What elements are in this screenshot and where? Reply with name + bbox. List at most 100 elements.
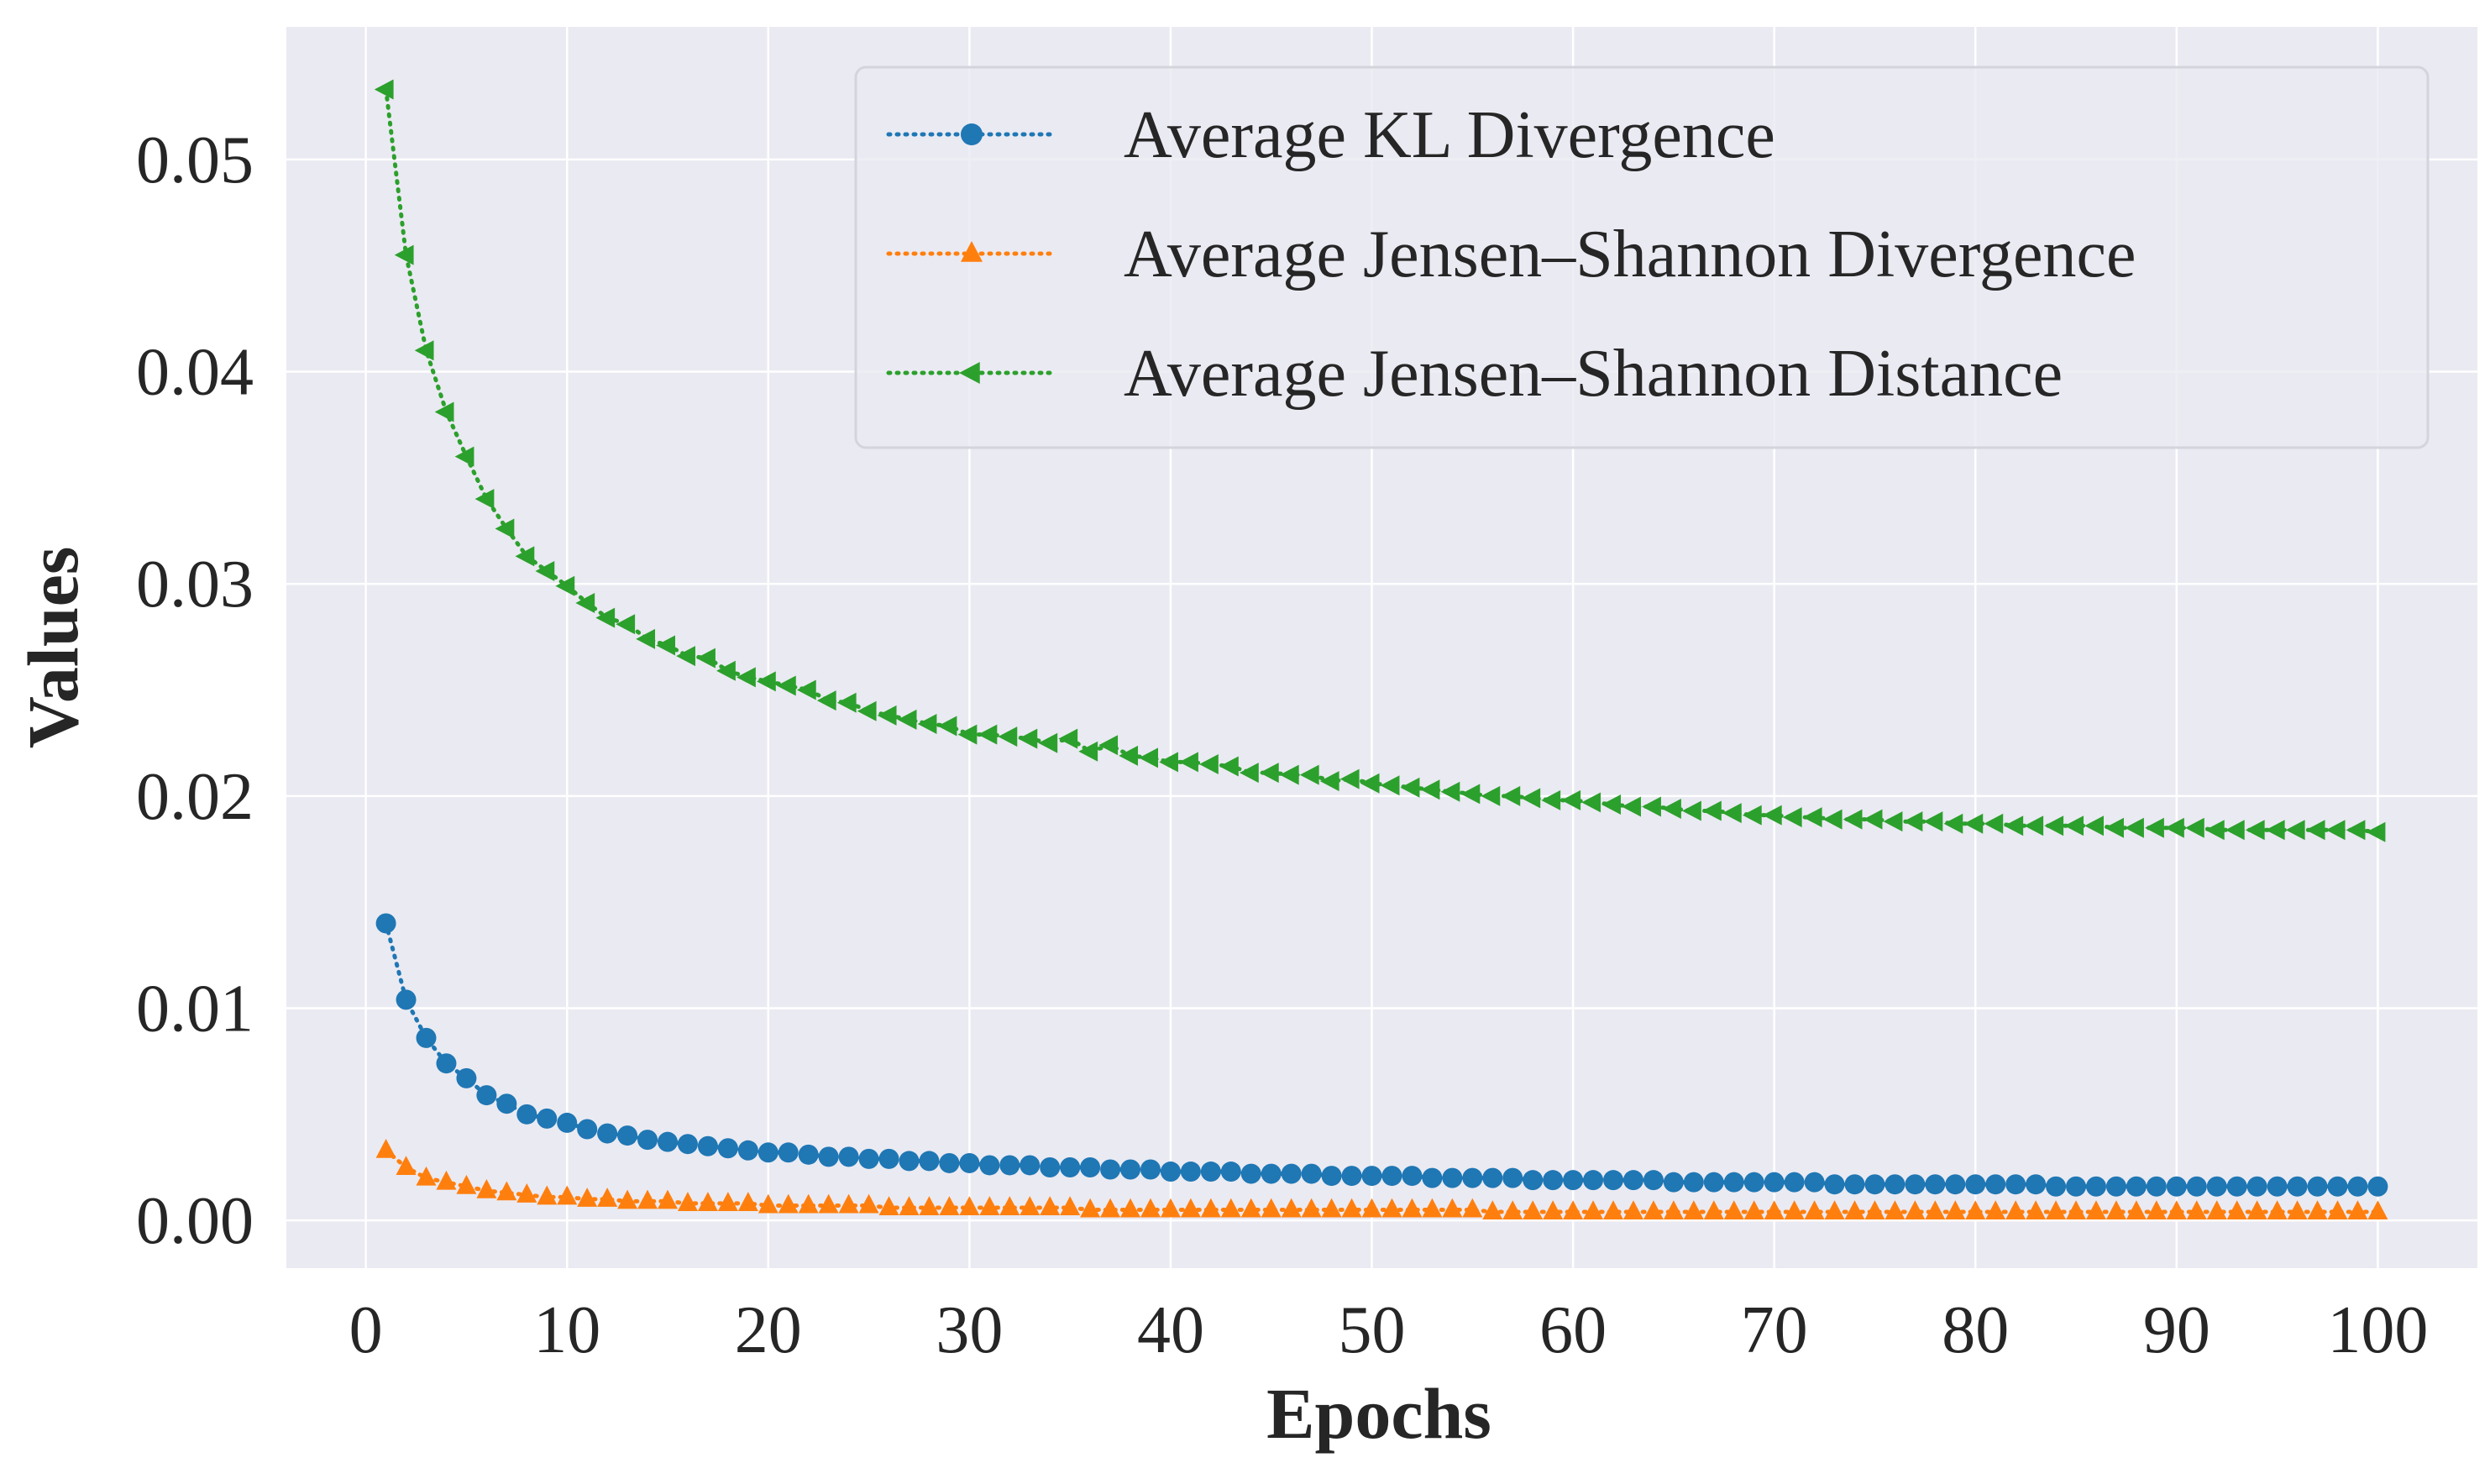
series-kl-divergence (375, 913, 2388, 1197)
legend-entry: Average Jensen–Shannon Divergence (886, 218, 2136, 291)
data-point (836, 692, 857, 713)
data-point (998, 726, 1018, 747)
data-point (474, 489, 495, 510)
data-point (1563, 1200, 1584, 1220)
data-point (2105, 817, 2124, 838)
data-point (1279, 764, 1299, 785)
data-point (1482, 1200, 1503, 1220)
data-point (637, 1130, 658, 1151)
data-point (1400, 777, 1420, 798)
data-point (878, 1148, 899, 1169)
legend-entry: Average Jensen–Shannon Distance (886, 337, 2063, 411)
data-point (1903, 811, 1923, 832)
data-point (1422, 1167, 1443, 1188)
data-point (2105, 1176, 2126, 1197)
data-point (637, 1189, 658, 1209)
x-tick-label: 0 (349, 1293, 383, 1367)
data-point (1402, 1166, 1423, 1187)
data-point (1543, 1170, 1564, 1191)
data-point (1440, 781, 1460, 802)
data-point (557, 1185, 578, 1205)
data-point (1883, 811, 1903, 832)
data-point (557, 1112, 578, 1133)
data-point (2146, 1200, 2167, 1220)
data-point (2347, 1200, 2368, 1220)
data-point (937, 716, 957, 737)
data-point (537, 1108, 558, 1129)
data-point (1905, 1200, 1926, 1220)
data-point (577, 1119, 598, 1140)
data-point (818, 1146, 839, 1167)
data-point (555, 575, 575, 596)
data-point (1020, 1196, 1041, 1215)
data-point (1100, 1198, 1121, 1218)
data-point (1743, 1172, 1764, 1193)
data-point (939, 1196, 960, 1215)
data-point (1199, 753, 1219, 774)
legend-label: Average Jensen–Shannon Distance (1124, 337, 2063, 411)
data-point (2166, 1176, 2187, 1197)
data-point (2125, 817, 2144, 838)
data-point (2287, 1176, 2308, 1197)
data-point (1501, 785, 1521, 806)
data-point (716, 660, 736, 681)
data-point (1140, 1159, 1161, 1180)
data-point (1462, 1198, 1483, 1218)
data-point (2245, 820, 2265, 841)
data-point (1060, 1196, 1081, 1215)
data-point (1923, 811, 1943, 832)
data-point (2105, 1200, 2126, 1220)
data-point (1804, 1172, 1825, 1193)
data-point (2044, 815, 2064, 836)
data-point (1945, 1200, 1966, 1220)
y-tick-label: 0.00 (136, 1184, 254, 1258)
data-point (1261, 1198, 1282, 1218)
data-point (1682, 800, 1701, 821)
data-point (1844, 1200, 1865, 1220)
data-point (1380, 775, 1400, 796)
data-point (1040, 1156, 1061, 1177)
data-point (515, 546, 535, 567)
data-point (1523, 1200, 1544, 1220)
data-point (416, 1166, 437, 1186)
data-point (1160, 1162, 1181, 1182)
data-point (575, 592, 595, 613)
series-js-divergence (375, 1138, 2388, 1220)
data-point (878, 1196, 899, 1215)
data-point (456, 1174, 477, 1194)
data-point (2307, 1200, 2328, 1220)
data-point (1020, 1155, 1041, 1176)
data-point (1341, 1198, 1362, 1218)
data-point (636, 628, 656, 649)
data-point (1120, 1198, 1141, 1218)
data-point (597, 1188, 618, 1207)
data-point (1764, 1200, 1785, 1220)
data-point (2287, 1200, 2308, 1220)
data-point (2325, 820, 2346, 841)
data-point (394, 244, 414, 265)
data-point (1460, 784, 1481, 805)
data-point (1863, 809, 1883, 830)
data-point (2064, 815, 2084, 836)
data-point (1622, 796, 1641, 817)
x-tick-label: 50 (1339, 1293, 1406, 1367)
data-point (778, 1193, 799, 1214)
data-point (957, 724, 978, 745)
data-point (2307, 1176, 2328, 1197)
data-point (1782, 807, 1802, 828)
x-tick-label: 30 (936, 1293, 1003, 1367)
data-point (1420, 779, 1440, 800)
data-point (2367, 1176, 2388, 1197)
data-point (2346, 820, 2366, 841)
data-point (434, 401, 454, 422)
data-point (1723, 1200, 1744, 1220)
data-point (2086, 1176, 2107, 1197)
data-point (2186, 1200, 2207, 1220)
data-point (1179, 752, 1198, 773)
data-point (1481, 785, 1501, 806)
data-point (617, 1125, 638, 1146)
data-point (2267, 1176, 2288, 1197)
data-point (1058, 728, 1078, 749)
data-point (1762, 805, 1782, 826)
